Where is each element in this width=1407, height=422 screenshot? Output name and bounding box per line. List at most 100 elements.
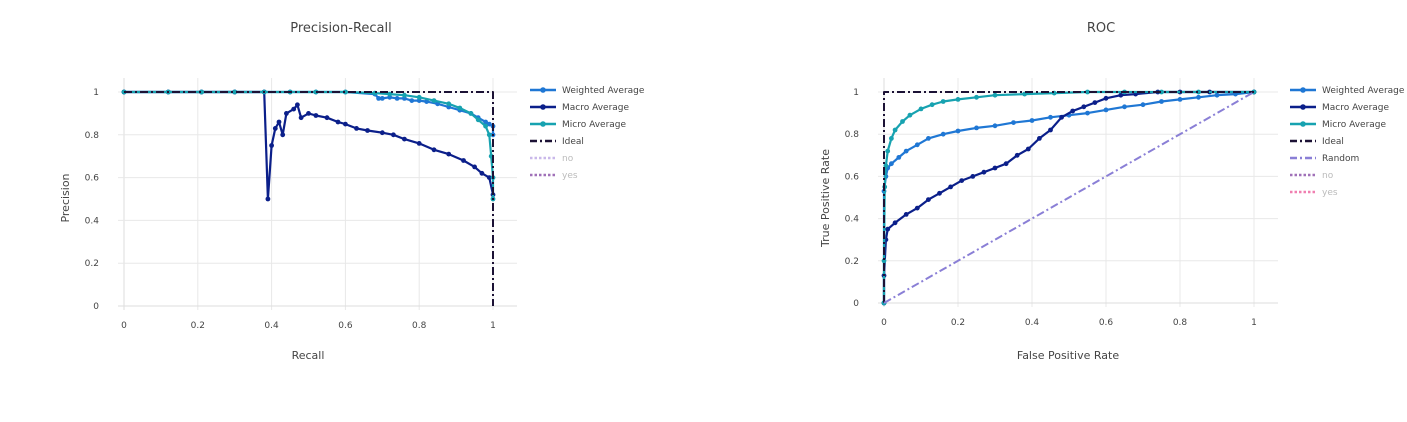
roc-series-weighted-point[interactable] xyxy=(1214,92,1220,98)
pr-series-macro-point[interactable] xyxy=(479,170,485,176)
pr-series-macro-point[interactable] xyxy=(486,175,492,181)
pr-series-micro-point[interactable] xyxy=(483,123,488,129)
roc-series-weighted-point[interactable] xyxy=(914,142,920,148)
roc-series-macro-point[interactable] xyxy=(1070,108,1076,114)
roc-series-macro-point[interactable] xyxy=(1059,114,1064,120)
roc-series-weighted-point[interactable] xyxy=(896,155,902,160)
pr-series-macro-point[interactable] xyxy=(291,106,297,112)
pr-series-macro-point[interactable] xyxy=(354,125,359,131)
roc-legend-item-macro[interactable]: Macro Average xyxy=(1290,103,1390,113)
pr-series-ideal-line[interactable] xyxy=(124,91,494,306)
pr-series-macro-line[interactable] xyxy=(124,90,495,201)
roc-series-weighted-point[interactable] xyxy=(1103,107,1109,113)
roc-series-weighted-point[interactable] xyxy=(1196,94,1201,100)
pr-series-macro-point[interactable] xyxy=(335,119,341,125)
roc-series-macro-point[interactable] xyxy=(1014,152,1020,158)
pr-series-weighted-point[interactable] xyxy=(424,99,429,104)
roc-series-macro-point[interactable] xyxy=(1048,127,1053,133)
roc-series-weighted-point[interactable] xyxy=(889,161,894,167)
roc-series-macro-point[interactable] xyxy=(1081,104,1087,110)
roc-series-macro-point[interactable] xyxy=(903,212,909,217)
pr-series-macro-point[interactable] xyxy=(324,115,330,121)
roc-series-macro-point[interactable] xyxy=(926,197,931,203)
pr-series-macro-point[interactable] xyxy=(472,164,477,170)
roc-series-weighted-point[interactable] xyxy=(903,148,909,154)
roc-series-micro-point[interactable] xyxy=(900,119,905,124)
pr-series-micro-point[interactable] xyxy=(446,101,452,107)
pr-series-macro-point[interactable] xyxy=(313,113,319,118)
pr-series-weighted-point[interactable] xyxy=(416,98,422,103)
pr-series-weighted-point[interactable] xyxy=(394,96,400,101)
roc-series-weighted-point[interactable] xyxy=(955,128,961,134)
roc-series-macro-point[interactable] xyxy=(1118,92,1124,98)
roc-series-weighted-point[interactable] xyxy=(1177,97,1183,102)
pr-series-micro-point[interactable] xyxy=(313,89,319,95)
roc-plot-area[interactable] xyxy=(881,89,1257,306)
pr-series-macro-point[interactable] xyxy=(269,143,274,148)
roc-series-micro-point[interactable] xyxy=(881,258,887,264)
pr-series-macro-point[interactable] xyxy=(402,136,407,142)
roc-series-weighted-point[interactable] xyxy=(1140,102,1146,108)
roc-series-micro-point[interactable] xyxy=(929,102,935,108)
roc-series-macro-point[interactable] xyxy=(1003,161,1009,167)
pr-series-micro-point[interactable] xyxy=(416,94,422,100)
roc-series-random-line[interactable] xyxy=(883,91,1255,304)
pr-series-macro-point[interactable] xyxy=(295,102,300,108)
roc-series-macro-point[interactable] xyxy=(1103,95,1109,101)
roc-series-macro-point[interactable] xyxy=(981,169,987,175)
pr-series-micro-point[interactable] xyxy=(431,98,437,103)
pr-series-macro-point[interactable] xyxy=(284,111,289,116)
roc-legend-item-no_roc[interactable]: no xyxy=(1290,171,1334,181)
roc-legend-item-yes_roc[interactable]: yes xyxy=(1290,188,1338,198)
roc-series-macro-point[interactable] xyxy=(1025,146,1031,152)
roc-series-weighted-point[interactable] xyxy=(992,123,998,129)
roc-series-macro-point[interactable] xyxy=(1092,100,1098,105)
pr-series-macro-point[interactable] xyxy=(431,147,437,153)
roc-series-macro-point[interactable] xyxy=(970,174,976,179)
roc-series-micro-point[interactable] xyxy=(907,112,913,118)
pr-series-micro-point[interactable] xyxy=(486,132,492,138)
roc-series-macro-point[interactable] xyxy=(948,184,953,190)
roc-series-weighted-point[interactable] xyxy=(974,125,979,131)
pr-series-macro-point[interactable] xyxy=(391,132,396,138)
pr-series-macro-point[interactable] xyxy=(272,125,278,131)
roc-series-weighted-point[interactable] xyxy=(1159,99,1164,104)
roc-series-weighted-point[interactable] xyxy=(1029,118,1035,123)
roc-series-macro-point[interactable] xyxy=(892,220,898,226)
roc-series-micro-point[interactable] xyxy=(974,94,979,100)
pr-series-micro-point[interactable] xyxy=(457,105,463,111)
pr-series-macro-point[interactable] xyxy=(343,121,348,127)
pr-legend-item-ideal[interactable]: Ideal xyxy=(530,137,584,147)
pr-series-micro-line[interactable] xyxy=(124,90,495,199)
pr-series-weighted-point[interactable] xyxy=(409,98,415,103)
pr-series-macro-point[interactable] xyxy=(416,141,422,146)
pr-legend-item-no[interactable]: no xyxy=(530,154,574,164)
roc-series-micro-point[interactable] xyxy=(955,97,961,102)
roc-series-weighted-point[interactable] xyxy=(940,131,946,137)
roc-series-micro-point[interactable] xyxy=(885,148,891,154)
pr-series-micro-point[interactable] xyxy=(468,111,474,116)
pr-series-weighted-point[interactable] xyxy=(379,96,385,101)
pr-series-micro-point[interactable] xyxy=(343,89,348,95)
roc-legend-item-micro[interactable]: Micro Average xyxy=(1290,120,1387,130)
roc-legend-item-random[interactable]: Random xyxy=(1290,154,1359,164)
roc-legend-item-ideal[interactable]: Ideal xyxy=(1290,137,1344,147)
roc-series-micro-point[interactable] xyxy=(918,106,924,112)
pr-series-micro-point[interactable] xyxy=(402,92,407,98)
pr-series-micro-point[interactable] xyxy=(199,89,204,95)
pr-series-weighted-point[interactable] xyxy=(486,121,492,127)
roc-series-micro-point[interactable] xyxy=(1159,89,1164,95)
roc-series-weighted-point[interactable] xyxy=(1122,104,1127,110)
pr-series-weighted-point[interactable] xyxy=(483,119,488,125)
roc-series-macro-point[interactable] xyxy=(885,226,891,232)
roc-series-micro-point[interactable] xyxy=(940,99,946,104)
pr-series-micro-point[interactable] xyxy=(475,117,481,123)
roc-series-micro-point[interactable] xyxy=(992,92,998,98)
roc-series-weighted-point[interactable] xyxy=(1085,110,1090,116)
roc-series-macro-point[interactable] xyxy=(937,190,942,196)
pr-series-macro-point[interactable] xyxy=(298,115,304,121)
roc-series-weighted-point[interactable] xyxy=(1011,120,1016,125)
pr-legend-item-weighted[interactable]: Weighted Average xyxy=(530,86,645,96)
pr-series-macro-point[interactable] xyxy=(276,119,282,125)
roc-series-micro-point[interactable] xyxy=(1085,89,1090,95)
